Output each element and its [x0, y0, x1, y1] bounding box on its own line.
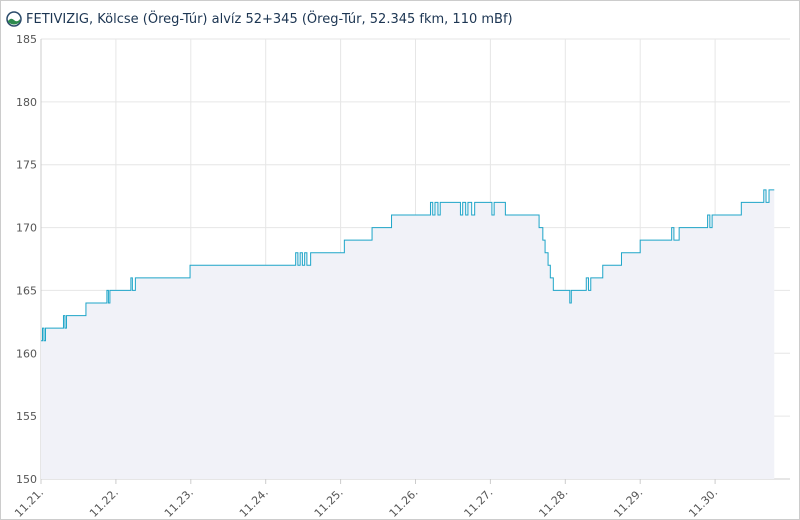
- y-tick-label: 155: [16, 410, 37, 423]
- chart-title: FETIVIZIG, Kölcse (Öreg-Túr) alvíz 52+34…: [26, 10, 513, 27]
- y-tick-label: 165: [16, 284, 37, 297]
- y-tick-label: 160: [16, 347, 37, 360]
- line: [41, 189, 775, 342]
- y-tick-label: 185: [16, 33, 37, 46]
- title-icon: [6, 11, 22, 27]
- y-tick-label: 180: [16, 96, 37, 109]
- y-tick-label: 170: [16, 222, 37, 235]
- y-tick-label: 175: [16, 159, 37, 172]
- y-tick-label: 150: [16, 473, 37, 486]
- area: [41, 189, 775, 479]
